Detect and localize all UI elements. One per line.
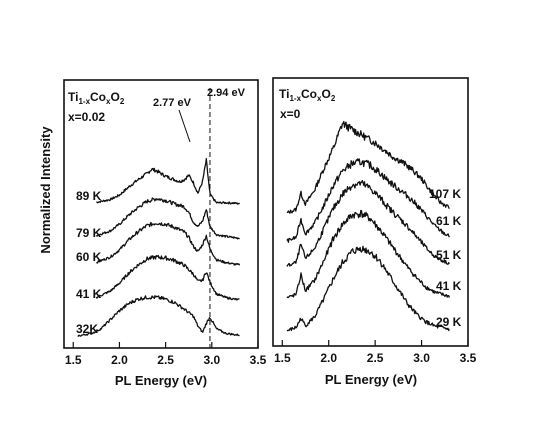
annotation-2-94-ev: 2.94 eV (207, 87, 246, 99)
right-series-line-61k (286, 158, 450, 243)
right-label-29k: 29 K (436, 315, 462, 329)
left-series-line-89k (96, 158, 241, 205)
right-composition: x=0 (280, 107, 301, 121)
y-axis-label: Normalized Intensity (38, 126, 53, 254)
left-plot-frame (63, 79, 259, 349)
left-x-tick-label-3: 3.0 (203, 353, 220, 367)
left-label-41k: 41 K (76, 287, 102, 301)
annotation-2-77-ev-pointer (178, 109, 191, 143)
left-label-89k: 89 K (76, 189, 102, 203)
right-series-line-107k (286, 120, 450, 214)
left-curves (77, 158, 241, 338)
annotation-2-77-ev: 2.77 eV (153, 97, 192, 109)
left-label-32k: 32K (76, 322, 98, 336)
left-panel: 1.5 2.0 2.5 3.0 3.5 Ti1-xCoxO2 x=0.02 2.77 e… (63, 79, 267, 388)
right-plot-frame (272, 77, 469, 347)
right-series-line-41k (286, 209, 451, 299)
left-x-tick-label-1: 2.0 (111, 353, 128, 367)
right-x-tick-label-4: 3.5 (460, 351, 477, 365)
left-x-tick-label-2: 2.5 (157, 353, 174, 367)
left-composition: x=0.02 (68, 110, 105, 124)
left-series-line-41k (95, 254, 240, 301)
right-x-tick-label-1: 2.0 (320, 351, 337, 365)
right-x-tick-label-2: 2.5 (367, 351, 384, 365)
right-curves (286, 120, 451, 332)
right-label-41k: 41 K (436, 279, 462, 293)
right-x-tick-label-0: 1.5 (274, 351, 291, 365)
right-label-107k: 107 K (429, 187, 461, 201)
right-panel: 1.5 2.0 2.5 3.0 3.5 Ti1-xCoxO2 x=0 107 K 61 … (272, 77, 477, 387)
right-x-tick-label-3: 3.0 (413, 351, 430, 365)
left-series-line-60k (96, 221, 241, 266)
right-label-51k: 51 K (436, 248, 462, 262)
right-series-line-51k (286, 179, 450, 267)
right-x-ticks: 1.5 2.0 2.5 3.0 3.5 (274, 340, 477, 365)
left-x-axis-label: PL Energy (eV) (115, 373, 207, 388)
left-title: Ti1-xCoxO2 (68, 90, 125, 106)
left-x-tick-label-0: 1.5 (65, 353, 82, 367)
left-series-line-32k (77, 295, 240, 338)
right-label-61k: 61 K (436, 214, 462, 228)
left-label-79k: 79 K (76, 226, 102, 240)
left-x-tick-label-4: 3.5 (250, 353, 267, 367)
left-x-ticks: 1.5 2.0 2.5 3.0 3.5 (65, 342, 267, 367)
right-title: Ti1-xCoxO2 (279, 87, 336, 103)
right-series-line-29k (286, 245, 450, 332)
left-series-line-79k (95, 197, 240, 240)
right-x-axis-label: PL Energy (eV) (325, 372, 417, 387)
left-label-60k: 60 K (76, 250, 102, 264)
